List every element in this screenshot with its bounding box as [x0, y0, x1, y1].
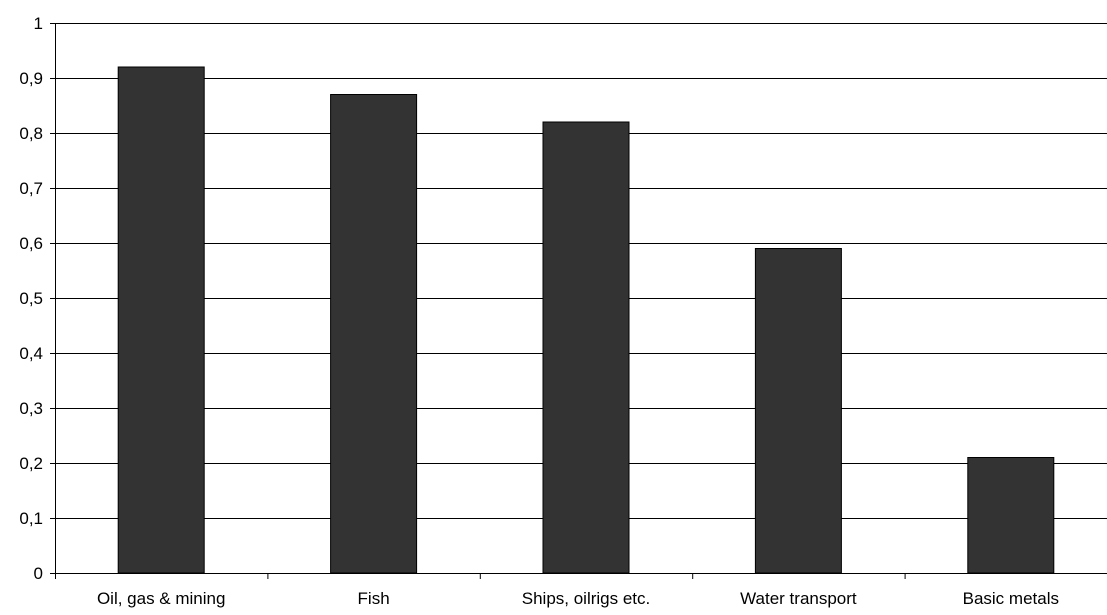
- bar: [330, 94, 418, 574]
- bar: [754, 248, 842, 574]
- y-tick-label: 0,4: [19, 344, 43, 363]
- y-tick-label: 0,8: [19, 124, 43, 143]
- y-tick-label: 0,7: [19, 179, 43, 198]
- x-tick-label: Water transport: [740, 589, 857, 608]
- x-tick-label: Oil, gas & mining: [97, 589, 226, 608]
- y-tick-label: 1: [34, 14, 43, 33]
- bar: [967, 457, 1055, 574]
- axes: [50, 23, 1107, 579]
- x-tick-label: Basic metals: [963, 589, 1059, 608]
- y-tick-label: 0,3: [19, 399, 43, 418]
- x-tick-label: Fish: [358, 589, 390, 608]
- y-tick-labels: 0 0,1 0,2 0,3 0,4 0,5 0,6 0,7 0,8 0,9 1: [19, 14, 43, 583]
- bar: [117, 66, 205, 574]
- bar: [542, 121, 630, 574]
- bars: [117, 66, 1055, 574]
- y-tick-label: 0,5: [19, 289, 43, 308]
- x-tick-labels: Oil, gas & mining Fish Ships, oilrigs etc.…: [97, 589, 1059, 608]
- x-tick-label: Ships, oilrigs etc.: [522, 589, 651, 608]
- y-tick-label: 0: [34, 564, 43, 583]
- y-tick-label: 0,6: [19, 234, 43, 253]
- y-tick-label: 0,2: [19, 454, 43, 473]
- y-tick-label: 0,9: [19, 69, 43, 88]
- y-tick-label: 0,1: [19, 509, 43, 528]
